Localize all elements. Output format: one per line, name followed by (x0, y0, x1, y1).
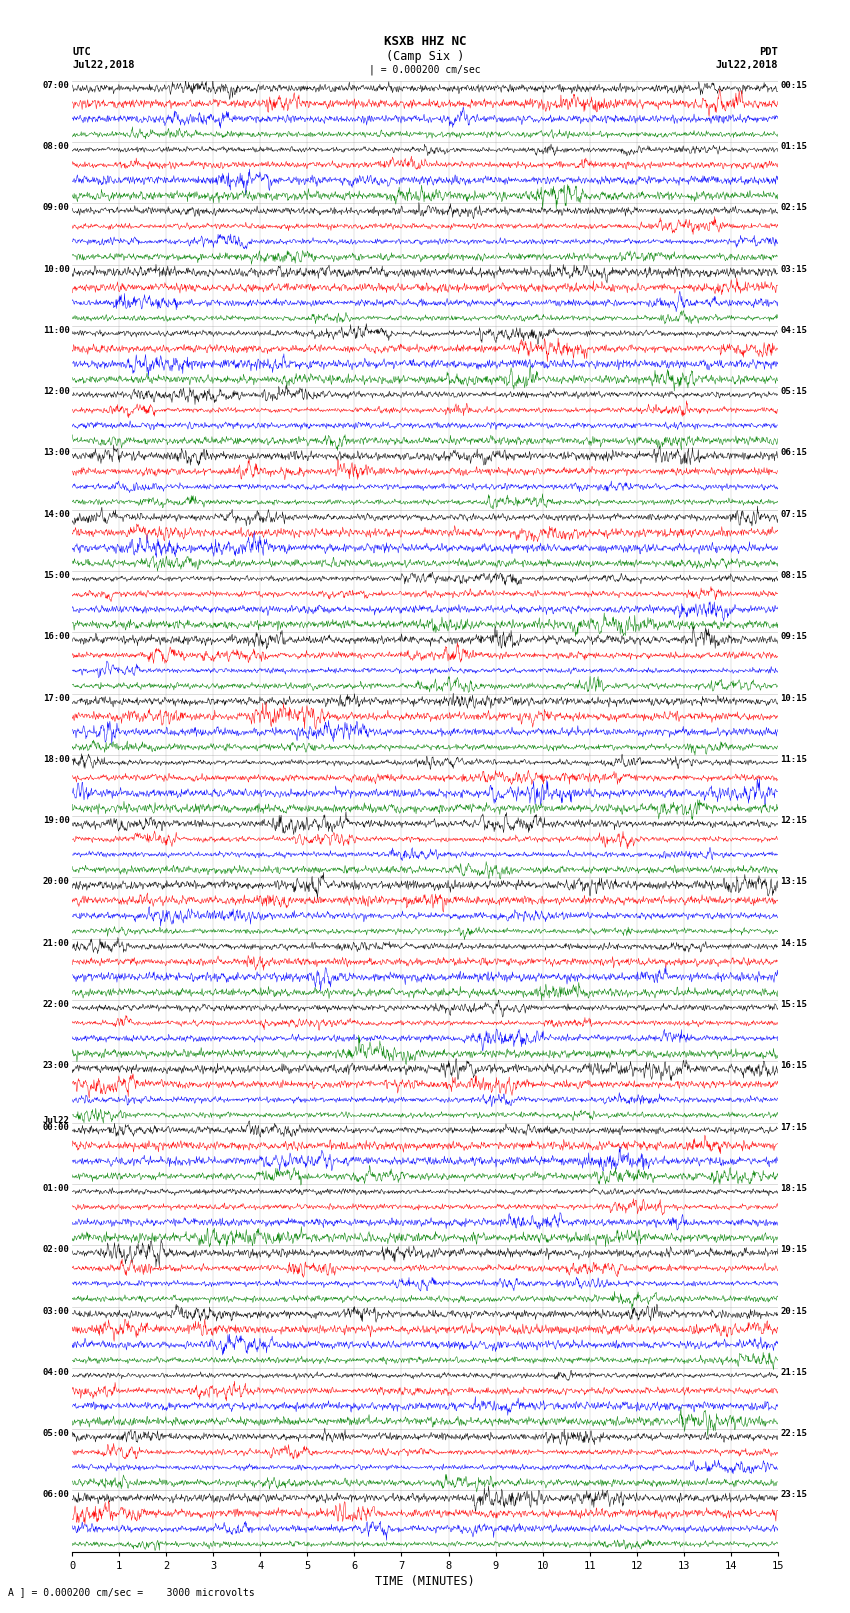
Text: 16:15: 16:15 (780, 1061, 808, 1071)
Text: 02:00: 02:00 (42, 1245, 70, 1255)
Text: 13:15: 13:15 (780, 877, 808, 887)
Text: 15:00: 15:00 (42, 571, 70, 581)
Text: 05:15: 05:15 (780, 387, 808, 397)
Text: 16:00: 16:00 (42, 632, 70, 642)
Text: 15:15: 15:15 (780, 1000, 808, 1010)
Text: 22:15: 22:15 (780, 1429, 808, 1439)
Text: KSXB HHZ NC: KSXB HHZ NC (383, 35, 467, 48)
Text: 12:15: 12:15 (780, 816, 808, 826)
Text: UTC: UTC (72, 47, 91, 56)
Text: 21:00: 21:00 (42, 939, 70, 948)
Text: PDT: PDT (759, 47, 778, 56)
Text: 03:15: 03:15 (780, 265, 808, 274)
Text: 07:15: 07:15 (780, 510, 808, 519)
Text: 08:15: 08:15 (780, 571, 808, 581)
Text: Jul22,2018: Jul22,2018 (715, 60, 778, 69)
Text: Jul22,2018: Jul22,2018 (72, 60, 135, 69)
Text: 14:15: 14:15 (780, 939, 808, 948)
Text: 06:00: 06:00 (42, 1490, 70, 1500)
X-axis label: TIME (MINUTES): TIME (MINUTES) (375, 1574, 475, 1587)
Text: 02:15: 02:15 (780, 203, 808, 213)
Text: 17:15: 17:15 (780, 1123, 808, 1132)
Text: 08:00: 08:00 (42, 142, 70, 152)
Text: 01:15: 01:15 (780, 142, 808, 152)
Text: 06:15: 06:15 (780, 448, 808, 458)
Text: 09:00: 09:00 (42, 203, 70, 213)
Text: 12:00: 12:00 (42, 387, 70, 397)
Text: 11:15: 11:15 (780, 755, 808, 765)
Text: 18:00: 18:00 (42, 755, 70, 765)
Text: 04:00: 04:00 (42, 1368, 70, 1378)
Text: 04:15: 04:15 (780, 326, 808, 336)
Text: (Camp Six ): (Camp Six ) (386, 50, 464, 63)
Text: 11:00: 11:00 (42, 326, 70, 336)
Text: 00:00: 00:00 (42, 1123, 70, 1132)
Text: 14:00: 14:00 (42, 510, 70, 519)
Text: 19:00: 19:00 (42, 816, 70, 826)
Text: 23:15: 23:15 (780, 1490, 808, 1500)
Text: 03:00: 03:00 (42, 1307, 70, 1316)
Text: A ] = 0.000200 cm/sec =    3000 microvolts: A ] = 0.000200 cm/sec = 3000 microvolts (8, 1587, 255, 1597)
Text: Jul22: Jul22 (42, 1116, 70, 1126)
Text: 07:00: 07:00 (42, 81, 70, 90)
Text: 19:15: 19:15 (780, 1245, 808, 1255)
Text: 10:15: 10:15 (780, 694, 808, 703)
Text: 20:15: 20:15 (780, 1307, 808, 1316)
Text: | = 0.000200 cm/sec: | = 0.000200 cm/sec (369, 65, 481, 76)
Text: 01:00: 01:00 (42, 1184, 70, 1194)
Text: 05:00: 05:00 (42, 1429, 70, 1439)
Text: 10:00: 10:00 (42, 265, 70, 274)
Text: 21:15: 21:15 (780, 1368, 808, 1378)
Text: 00:15: 00:15 (780, 81, 808, 90)
Text: 20:00: 20:00 (42, 877, 70, 887)
Text: 22:00: 22:00 (42, 1000, 70, 1010)
Text: 18:15: 18:15 (780, 1184, 808, 1194)
Text: 09:15: 09:15 (780, 632, 808, 642)
Text: 17:00: 17:00 (42, 694, 70, 703)
Text: 13:00: 13:00 (42, 448, 70, 458)
Text: 23:00: 23:00 (42, 1061, 70, 1071)
